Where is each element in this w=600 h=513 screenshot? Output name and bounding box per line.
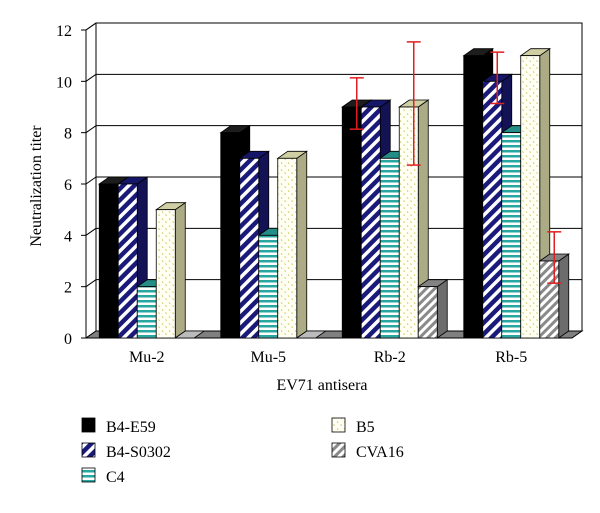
bar [173,330,206,339]
legend-item: B4-E59 [81,417,156,436]
legend-label: B5 [356,419,375,436]
legend-item: C4 [81,467,125,486]
gridline-side [85,73,97,82]
legend-item: B4-S0302 [81,442,171,461]
gridline-side [85,227,97,236]
gridline-side [85,125,97,134]
y-tick-label: 8 [64,126,72,143]
legend-label: B4-E59 [106,419,156,436]
x-category-label: Mu-5 [250,349,286,366]
error-bar [349,77,364,130]
legend-swatch [81,417,96,433]
gridline-side [85,279,97,288]
x-category-label: Rb-5 [495,349,527,366]
x-category-label: Rb-2 [374,349,406,366]
x-category-label: Mu-2 [129,349,165,366]
error-bar [406,41,421,166]
bar [416,278,449,339]
y-tick-label: 10 [56,74,72,91]
y-tick-label: 0 [64,331,72,348]
y-tick-label: 12 [56,23,72,40]
bar [276,150,309,339]
x-category-labels: Mu-2 Mu-5 Rb-2 Rb-5 [129,349,527,366]
bars [97,47,571,339]
legend-swatch [81,467,96,483]
side-wall-top [85,22,97,31]
y-tick-labels: 0 2 4 6 8 10 12 [56,23,72,348]
legend: B4-E59 B4-S0302 C4 B5 CVA16 [81,417,404,486]
error-bar [547,231,562,284]
legend-swatch [81,442,96,458]
legend-item: B5 [331,417,375,436]
error-bars [349,41,562,284]
bar [295,330,328,339]
error-bar [490,51,505,105]
y-tick-label: 6 [64,177,72,194]
legend-label: CVA16 [356,444,404,461]
legend-label: B4-S0302 [106,444,171,461]
y-tick-label: 2 [64,280,72,297]
legend-item: CVA16 [331,442,404,461]
y-tick-label: 4 [64,228,72,245]
x-axis-title: EV71 antisera [276,377,367,394]
legend-label: C4 [106,469,125,486]
legend-swatch [331,442,346,458]
gridline-side [85,176,97,185]
legend-swatch [331,417,346,433]
y-axis-title: Neutralization titer [28,125,45,247]
bar [154,201,187,339]
